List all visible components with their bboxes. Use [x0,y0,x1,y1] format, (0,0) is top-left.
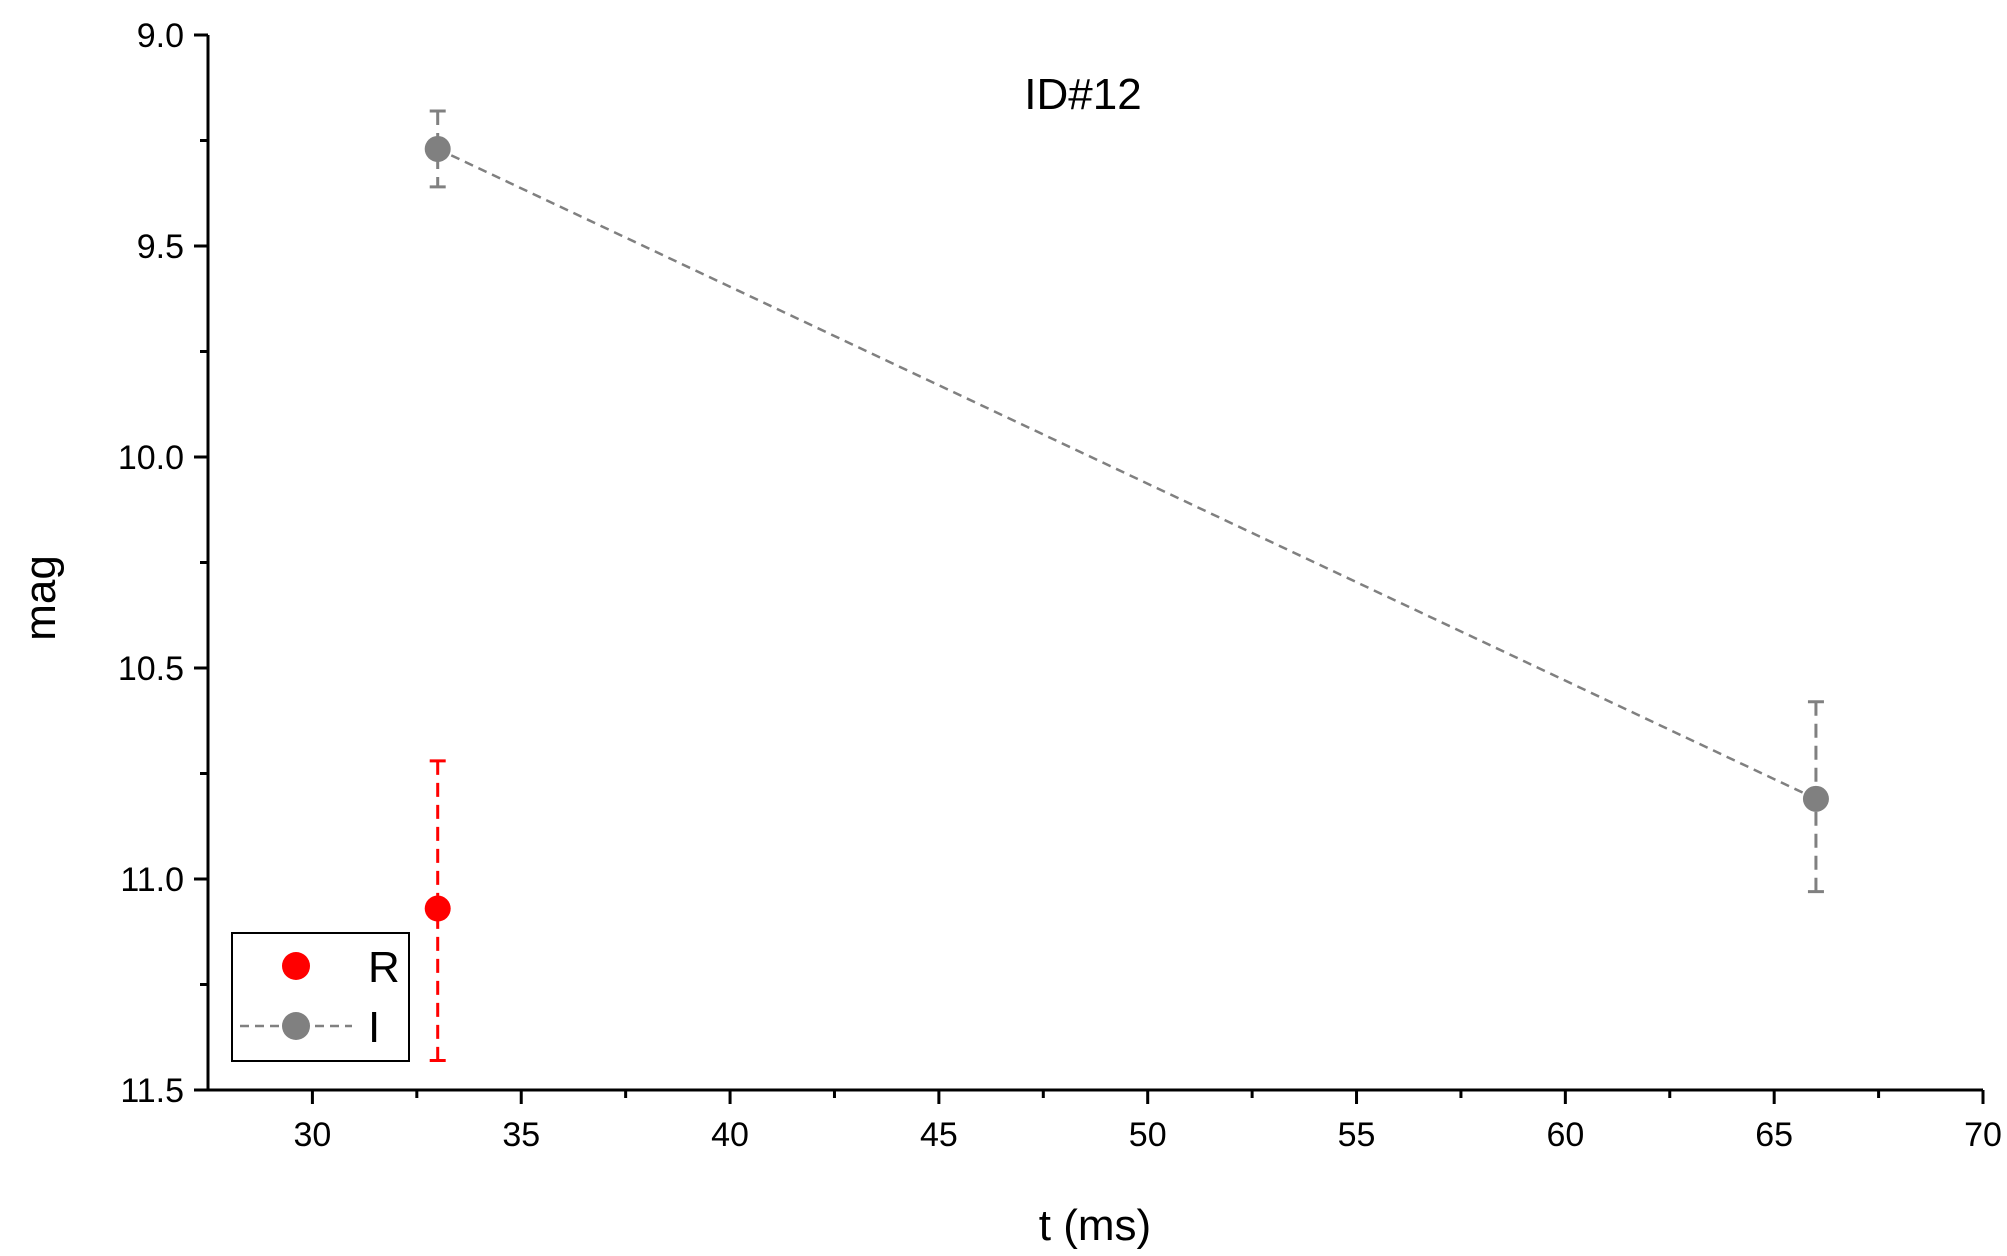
chart-annotation: ID#12 [1024,70,1141,119]
x-tick-label: 35 [502,1116,540,1154]
y-tick-label: 10.5 [118,650,184,688]
x-axis-title: t (ms) [1039,1201,1151,1250]
y-tick-label: 11.0 [120,861,184,899]
x-tick-label: 40 [711,1116,749,1154]
x-tick-label: 45 [920,1116,958,1154]
data-point [424,895,451,922]
y-tick-label: 11.5 [120,1072,184,1110]
x-tick-label: 50 [1129,1116,1167,1154]
y-tick-label: 9.0 [137,17,184,55]
series-R [424,759,451,1062]
legend-label: I [368,1003,380,1052]
legend-marker [282,1012,310,1040]
series-I [424,109,1829,894]
legend-items: RI [240,943,400,1052]
y-ticks: 9.0 9.5 10.0 10.5 11.0 11.5 [118,17,208,1110]
x-tick-label: 55 [1338,1116,1376,1154]
y-tick-label: 9.5 [137,228,184,266]
data-point [1802,785,1829,812]
series-line [437,147,1817,800]
y-tick-label: 10.0 [118,439,184,477]
x-tick-label: 30 [293,1116,331,1154]
series-layer [424,109,1829,1062]
legend-box [231,932,410,1062]
x-tick-label: 60 [1546,1116,1584,1154]
axes [206,35,1983,1092]
x-tick-label: 65 [1755,1116,1793,1154]
legend-marker [282,952,310,980]
legend: RI [231,932,410,1062]
data-point [424,135,451,162]
legend-label: R [368,943,400,992]
x-tick-label: 70 [1964,1116,2002,1154]
x-ticks: 30 35 40 45 50 55 60 65 70 [293,1090,2002,1154]
y-axis-title: mag [16,555,65,641]
